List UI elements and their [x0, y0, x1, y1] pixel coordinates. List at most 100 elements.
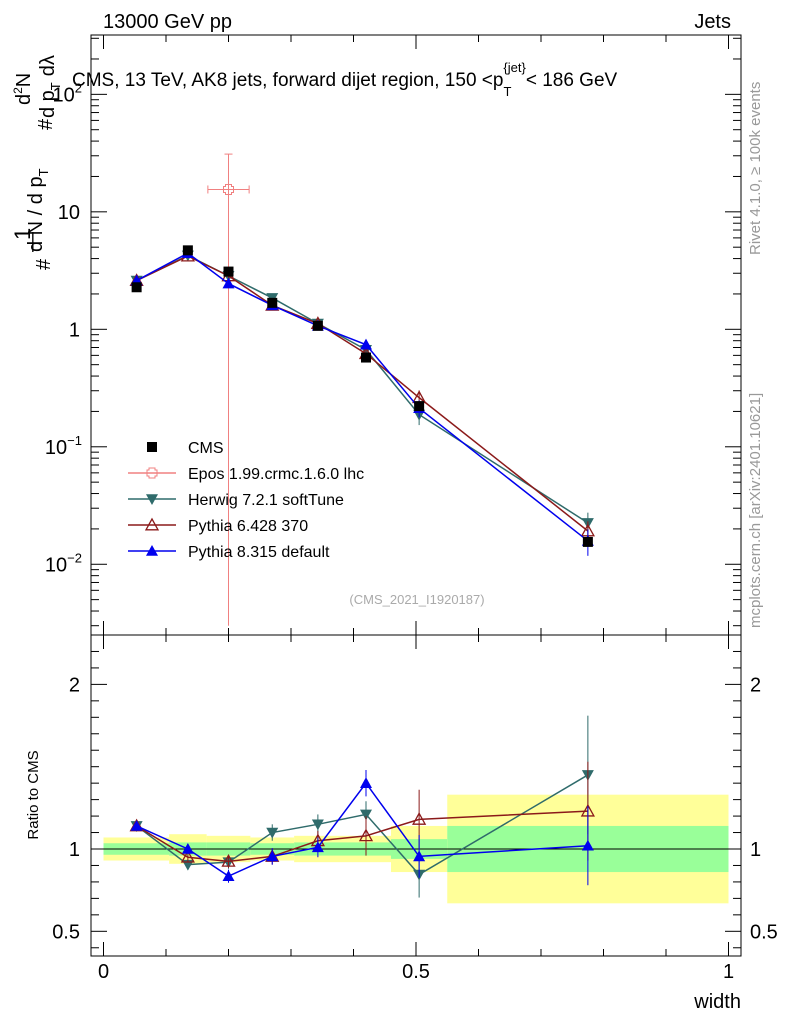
ratio-point [311, 819, 324, 831]
ratio-point [311, 841, 324, 853]
ylabel-frac-line: — [21, 232, 43, 252]
y-axis-label: # 1 — d N / d pT # d2N d pTdλ [10, 55, 63, 270]
y-tick-label: 102 [53, 80, 82, 106]
ratio-point [412, 812, 427, 825]
ratio-point [581, 839, 594, 851]
legend-label: Pythia 6.428 370 [188, 518, 308, 535]
ylabel-den: d N / d p [25, 176, 47, 252]
data-point [223, 183, 234, 195]
legend-marker [146, 545, 158, 556]
main-series [129, 153, 595, 626]
legend-entry: CMS [147, 440, 224, 457]
series-3 [130, 247, 594, 556]
series-0 [207, 153, 250, 626]
legend: CMS Epos 1.99.crmc.1.6.0 lhc Herwig 7.2.1 … [128, 440, 364, 561]
ratio-point [266, 850, 279, 862]
title-main: CMS, 13 TeV, AK8 jets, forward dijet reg… [72, 70, 503, 91]
legend-entry: Herwig 7.2.1 softTune [128, 492, 344, 509]
y-tick-label: 1 [69, 319, 80, 341]
x-tick-label: 0 [98, 961, 109, 983]
ratio-tick-label-left: 0.5 [52, 921, 80, 943]
y-tick-label: 10−2 [45, 550, 82, 576]
legend-label: Pythia 8.315 default [188, 544, 330, 561]
cms-point [267, 297, 278, 308]
ylabel-dp-sub: T [48, 82, 63, 90]
ratio-y-label: Ratio to CMS [25, 750, 42, 839]
series-line [136, 252, 589, 542]
svg-text:1: 1 [10, 228, 35, 240]
ratio-tick-label-right: 1 [750, 839, 761, 861]
legend-marker [146, 467, 158, 479]
cms-point [361, 352, 371, 363]
ratio-point [180, 849, 195, 863]
ylabel-dp: d p [37, 90, 59, 118]
rivet-label: Rivet 4.1.0, ≥ 100k events [747, 82, 764, 255]
legend-entry: Epos 1.99.crmc.1.6.0 lhc [128, 466, 364, 483]
y-tick-label: 10−1 [45, 433, 82, 459]
legend-marker [147, 442, 157, 452]
x-tick-label: 1 [723, 961, 734, 983]
series-line [136, 255, 589, 532]
ratio-point [221, 854, 236, 867]
legend-entry: Pythia 8.315 default [128, 544, 330, 561]
mcplots-label: mcplots.cern.ch [arXiv:2401.10621] [747, 393, 764, 628]
svg-text:#: # [33, 258, 55, 270]
ratio-line [136, 774, 589, 876]
cms-point [182, 245, 193, 256]
data-point [360, 338, 372, 350]
energy-label: 13000 GeV pp [103, 11, 232, 33]
ratio-tick-label-left: 1 [69, 839, 80, 861]
category-label: Jets [694, 11, 731, 33]
ylabel-hash: # [33, 258, 55, 270]
title-sup: {jet} [503, 60, 526, 75]
ratio-line [136, 810, 588, 863]
ratio-point [181, 843, 194, 854]
cms-point [223, 266, 234, 277]
analysis-id: (CMS_2021_I1920187) [349, 592, 484, 607]
x-tick-label: 0.5 [402, 961, 430, 983]
svg-text:d N / d pT: d N / d pT [25, 168, 51, 252]
legend-marker [146, 494, 158, 505]
ratio-series-3 [130, 769, 594, 886]
svg-text:d2N: d2N [11, 73, 35, 105]
ylabel-den-sub: T [36, 168, 51, 176]
ylabel-hash2: # [35, 118, 57, 130]
legend-label: CMS [188, 440, 224, 457]
svg-text:d pTdλ: d pTdλ [37, 55, 63, 118]
ratio-line [136, 781, 588, 878]
ylabel-sq: 2 [11, 87, 25, 94]
svg-text:#: # [35, 118, 57, 130]
cms-point [414, 401, 425, 412]
ratio-tick-label-right: 2 [750, 674, 761, 696]
cms-point [131, 282, 142, 293]
ylabel-n: N [13, 73, 35, 87]
ratio-tick-label-left: 2 [69, 674, 80, 696]
legend-label: Epos 1.99.crmc.1.6.0 lhc [188, 466, 364, 483]
ratio-point [360, 809, 372, 821]
y-tick-label: 10 [58, 202, 80, 224]
ylabel-d: d [13, 94, 35, 105]
title-tail: < 186 GeV [526, 70, 618, 91]
legend-marker [144, 517, 160, 531]
ratio-tick-label-right: 0.5 [750, 921, 778, 943]
ratio-point [413, 850, 426, 862]
ratio-point [360, 777, 372, 788]
legend-label: Herwig 7.2.1 softTune [188, 492, 344, 509]
ratio-series [129, 715, 595, 898]
ratio-point [266, 827, 279, 839]
cms-point [582, 536, 593, 547]
plot-title: CMS, 13 TeV, AK8 jets, forward dijet reg… [72, 60, 618, 99]
ratio-point [222, 870, 235, 881]
axis-ticks: 0 0.5 1 10−2 10−1 1 10 102 0.5 0.5 1 1 2 2 [45, 35, 778, 983]
ratio-frame [90, 634, 742, 957]
ylabel-one: 1 [10, 228, 35, 240]
x-axis-label: width [693, 991, 741, 1013]
data-point [222, 277, 235, 289]
legend-entry: Pythia 6.428 370 [128, 517, 308, 535]
title-sub: T [503, 84, 511, 99]
ratio-point [130, 819, 143, 831]
cms-data [131, 245, 593, 547]
ylabel-dl: dλ [37, 55, 59, 76]
ratio-point [358, 828, 374, 842]
